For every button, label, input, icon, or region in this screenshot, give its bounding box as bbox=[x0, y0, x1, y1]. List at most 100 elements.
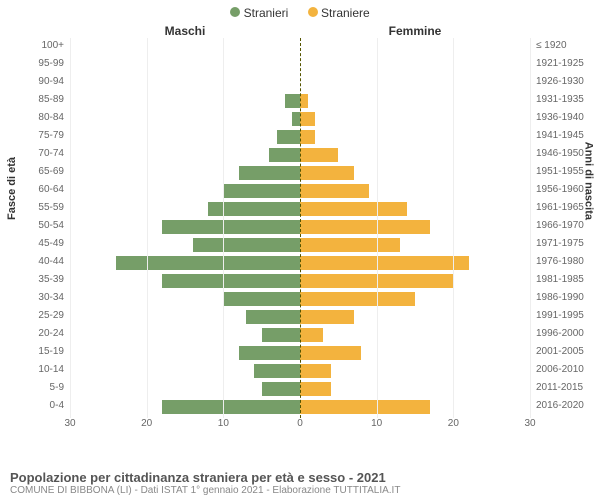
x-tick: 20 bbox=[448, 418, 459, 429]
female-bar bbox=[300, 346, 361, 360]
male-bar bbox=[292, 112, 300, 126]
x-tick: 20 bbox=[141, 418, 152, 429]
age-label: 90-94 bbox=[2, 76, 64, 87]
female-bar bbox=[300, 202, 407, 216]
grid-line bbox=[453, 38, 454, 418]
legend-swatch-male bbox=[230, 7, 240, 17]
age-label: 15-19 bbox=[2, 346, 64, 357]
male-bar bbox=[193, 238, 300, 252]
age-label: 10-14 bbox=[2, 364, 64, 375]
female-bar bbox=[300, 364, 331, 378]
age-label: 75-79 bbox=[2, 130, 64, 141]
grid-line bbox=[377, 38, 378, 418]
birth-label: 1986-1990 bbox=[536, 292, 598, 303]
female-bar bbox=[300, 148, 338, 162]
age-label: 50-54 bbox=[2, 220, 64, 231]
legend-female: Straniere bbox=[308, 6, 370, 20]
birth-label: 1956-1960 bbox=[536, 184, 598, 195]
age-label: 65-69 bbox=[2, 166, 64, 177]
age-label: 80-84 bbox=[2, 112, 64, 123]
male-bar bbox=[285, 94, 300, 108]
x-tick: 10 bbox=[218, 418, 229, 429]
birth-label: 1926-1930 bbox=[536, 76, 598, 87]
age-label: 100+ bbox=[2, 40, 64, 51]
age-label: 30-34 bbox=[2, 292, 64, 303]
birth-label: 2016-2020 bbox=[536, 400, 598, 411]
male-bar bbox=[269, 148, 300, 162]
x-tick: 30 bbox=[524, 418, 535, 429]
grid-line bbox=[147, 38, 148, 418]
birth-label: 1976-1980 bbox=[536, 256, 598, 267]
male-bar bbox=[223, 292, 300, 306]
male-bar bbox=[208, 202, 300, 216]
male-bar bbox=[162, 400, 300, 414]
age-label: 20-24 bbox=[2, 328, 64, 339]
grid-line bbox=[70, 38, 71, 418]
header-female: Femmine bbox=[300, 24, 530, 38]
male-bar bbox=[254, 364, 300, 378]
age-label: 5-9 bbox=[2, 382, 64, 393]
male-bar bbox=[223, 184, 300, 198]
female-bar bbox=[300, 112, 315, 126]
male-bar bbox=[239, 346, 300, 360]
legend-label-male: Stranieri bbox=[244, 6, 289, 20]
female-bar bbox=[300, 310, 354, 324]
age-label: 70-74 bbox=[2, 148, 64, 159]
birth-label: 1946-1950 bbox=[536, 148, 598, 159]
female-bar bbox=[300, 382, 331, 396]
age-label: 25-29 bbox=[2, 310, 64, 321]
legend-swatch-female bbox=[308, 7, 318, 17]
birth-label: 1981-1985 bbox=[536, 274, 598, 285]
age-label: 85-89 bbox=[2, 94, 64, 105]
birth-label: 2011-2015 bbox=[536, 382, 598, 393]
chart-footer: Popolazione per cittadinanza straniera p… bbox=[10, 470, 590, 496]
chart-subtitle: COMUNE DI BIBBONA (LI) - Dati ISTAT 1° g… bbox=[10, 485, 590, 496]
birth-label: 1941-1945 bbox=[536, 130, 598, 141]
birth-label: 1971-1975 bbox=[536, 238, 598, 249]
age-label: 35-39 bbox=[2, 274, 64, 285]
legend: Stranieri Straniere bbox=[0, 0, 600, 20]
female-bar bbox=[300, 220, 430, 234]
female-bar bbox=[300, 292, 415, 306]
population-pyramid-chart: Stranieri Straniere Maschi Femmine Fasce… bbox=[0, 0, 600, 500]
male-bar bbox=[162, 274, 300, 288]
male-bar bbox=[246, 310, 300, 324]
female-bar bbox=[300, 94, 308, 108]
birth-label: 1996-2000 bbox=[536, 328, 598, 339]
header-male: Maschi bbox=[70, 24, 300, 38]
birth-label: 1961-1965 bbox=[536, 202, 598, 213]
female-bar bbox=[300, 238, 400, 252]
male-bar bbox=[116, 256, 300, 270]
male-bar bbox=[262, 328, 300, 342]
female-bar bbox=[300, 256, 469, 270]
birth-label: 1936-1940 bbox=[536, 112, 598, 123]
birth-label: 2001-2005 bbox=[536, 346, 598, 357]
birth-label: 1951-1955 bbox=[536, 166, 598, 177]
birth-label: 1991-1995 bbox=[536, 310, 598, 321]
x-tick: 10 bbox=[371, 418, 382, 429]
age-label: 45-49 bbox=[2, 238, 64, 249]
age-label: 60-64 bbox=[2, 184, 64, 195]
age-label: 40-44 bbox=[2, 256, 64, 267]
legend-male: Stranieri bbox=[230, 6, 288, 20]
x-tick: 0 bbox=[297, 418, 303, 429]
plot-area: 100+≤ 192095-991921-192590-941926-193085… bbox=[70, 38, 530, 418]
chart-title: Popolazione per cittadinanza straniera p… bbox=[10, 470, 590, 485]
male-bar bbox=[239, 166, 300, 180]
birth-label: 1921-1925 bbox=[536, 58, 598, 69]
male-bar bbox=[262, 382, 300, 396]
age-label: 95-99 bbox=[2, 58, 64, 69]
birth-label: 1966-1970 bbox=[536, 220, 598, 231]
female-bar bbox=[300, 166, 354, 180]
birth-label: 2006-2010 bbox=[536, 364, 598, 375]
birth-label: 1931-1935 bbox=[536, 94, 598, 105]
female-bar bbox=[300, 328, 323, 342]
column-headers: Maschi Femmine bbox=[0, 24, 600, 38]
male-bar bbox=[162, 220, 300, 234]
x-axis: 3020100102030 bbox=[70, 418, 530, 434]
age-label: 0-4 bbox=[2, 400, 64, 411]
male-bar bbox=[277, 130, 300, 144]
female-bar bbox=[300, 130, 315, 144]
female-bar bbox=[300, 400, 430, 414]
birth-label: ≤ 1920 bbox=[536, 40, 598, 51]
